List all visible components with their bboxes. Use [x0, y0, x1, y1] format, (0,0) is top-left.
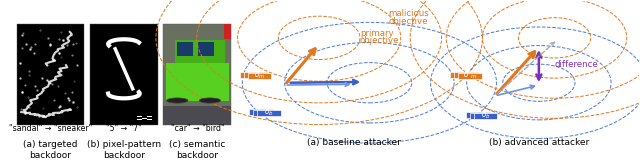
Circle shape	[199, 98, 221, 103]
Bar	[175, 41, 225, 63]
Bar	[451, 72, 474, 78]
Bar	[177, 42, 193, 56]
Text: "5" → "7": "5" → "7"	[106, 124, 142, 133]
Bar	[248, 73, 271, 79]
Bar	[147, 116, 152, 117]
Text: $\delta'_m$: $\delta'_m$	[463, 68, 477, 81]
Bar	[17, 24, 84, 124]
Bar	[253, 110, 277, 115]
Bar	[198, 42, 214, 56]
Text: $\delta_b$: $\delta_b$	[481, 109, 490, 121]
Text: (c) semantic
backdoor: (c) semantic backdoor	[169, 140, 225, 160]
Bar	[466, 112, 490, 118]
Bar	[474, 113, 497, 119]
Bar	[90, 24, 158, 124]
Text: (a) targeted
backdoor: (a) targeted backdoor	[23, 140, 77, 160]
Bar	[257, 110, 281, 116]
Bar	[458, 73, 482, 79]
Bar	[166, 63, 228, 101]
Bar	[240, 72, 264, 78]
Text: malicious: malicious	[388, 9, 429, 18]
Text: "car" → "bird": "car" → "bird"	[171, 124, 224, 133]
Text: primary: primary	[360, 29, 394, 38]
Text: difference: difference	[555, 60, 598, 69]
Text: $\delta_m$: $\delta_m$	[253, 68, 266, 81]
Bar	[137, 116, 141, 117]
Bar	[147, 119, 152, 120]
Bar	[470, 113, 493, 119]
Text: objective: objective	[388, 17, 428, 26]
Bar	[137, 119, 141, 120]
Bar	[142, 118, 147, 119]
Text: (b) pixel-pattern
backdoor: (b) pixel-pattern backdoor	[87, 140, 161, 160]
Bar	[224, 24, 231, 39]
Bar	[163, 106, 231, 124]
Bar	[244, 72, 268, 78]
Text: (b) advanced attacker: (b) advanced attacker	[489, 138, 589, 147]
Bar	[454, 72, 478, 78]
Bar	[163, 24, 231, 124]
Text: "sandal" → "sneaker": "sandal" → "sneaker"	[9, 124, 92, 133]
Bar	[250, 109, 273, 115]
Text: (a) baseline attacker: (a) baseline attacker	[307, 138, 401, 147]
Text: objective: objective	[360, 36, 399, 45]
Circle shape	[166, 98, 188, 103]
Text: $\delta_b$: $\delta_b$	[264, 106, 274, 118]
